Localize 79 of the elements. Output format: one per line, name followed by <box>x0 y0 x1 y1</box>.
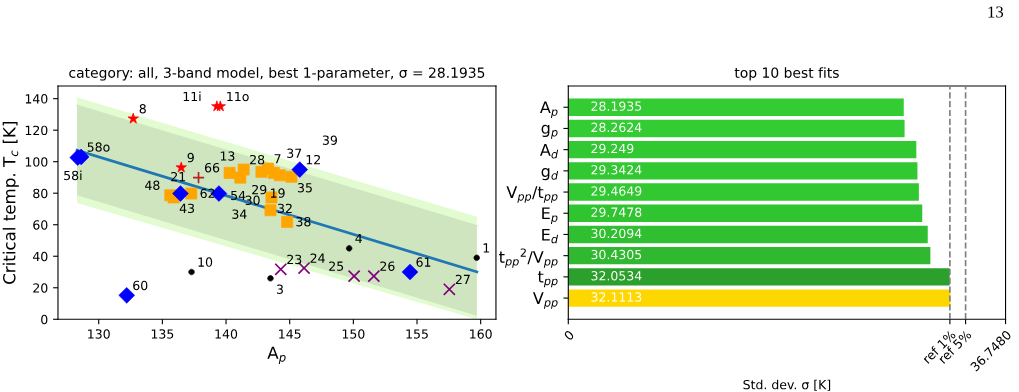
y-tick-label: t$_{pp}$ <box>537 271 558 288</box>
annotation: 19 <box>271 188 285 198</box>
annotation: 21 <box>171 171 186 182</box>
y-tick-label: A$_{d}$ <box>540 144 559 159</box>
y-tick-label: t$_{pp}$$^{2}$/V$_{pp}$ <box>499 248 558 268</box>
data-label: 28.1935 <box>591 101 642 111</box>
x-tick-label: 130 <box>88 329 110 339</box>
annotation: 58o <box>87 142 110 152</box>
y-tick-label: g$_{d}$ <box>541 167 559 181</box>
annotation: 12 <box>306 154 320 165</box>
x-tick-label: 155 <box>406 329 428 339</box>
y-tick-label: V$_{pp}$ <box>532 292 558 309</box>
annotation: 61 <box>416 257 431 267</box>
x-tick-label: 140 <box>215 329 238 339</box>
x-axis-title: Std. dev. σ [K] <box>743 379 831 391</box>
annotation: 10 <box>198 257 213 267</box>
y-tick-label: 100 <box>25 157 48 167</box>
annotation: 3 <box>276 284 283 294</box>
point <box>347 269 361 283</box>
annotation: 39 <box>322 135 337 145</box>
point <box>442 282 456 296</box>
y-tick-label: 0 <box>41 314 48 325</box>
data-label: 29.249 <box>591 143 634 154</box>
annotation: 43 <box>179 203 195 214</box>
y-tick-label: 20 <box>33 283 48 293</box>
annotation: 11o <box>227 91 249 102</box>
y-tick-label: 140 <box>25 94 48 104</box>
annotation: 13 <box>220 151 235 161</box>
x-tick-label: 145 <box>279 329 301 339</box>
annotation: 26 <box>380 261 395 271</box>
text: 13 <box>988 6 1004 18</box>
annotation: 7 <box>274 154 281 164</box>
data-label: 30.2094 <box>591 228 642 239</box>
annotation: 30 <box>245 195 260 206</box>
data-label: 30.4305 <box>591 249 642 260</box>
annotation: 1 <box>483 243 490 253</box>
y-tick-label: A$_{p}$ <box>540 101 558 119</box>
annotation: 9 <box>187 152 194 163</box>
y-tick-label: 40 <box>32 251 48 262</box>
annotation: 8 <box>139 104 146 114</box>
annotation: 66 <box>204 162 220 173</box>
data-label: 28.2624 <box>591 122 642 133</box>
y-tick-label: E$_{d}$ <box>542 228 559 244</box>
point <box>367 269 381 283</box>
x-axis-title: A$_{p}$ <box>267 346 286 364</box>
annotation: 58i <box>64 170 82 181</box>
y-tick-label: E$_{p}$ <box>542 207 558 225</box>
annotation: 27 <box>455 274 470 284</box>
annotation: 23 <box>287 254 302 265</box>
data-label: 32.1113 <box>591 292 642 302</box>
annotation: 29 <box>252 184 267 195</box>
x-tick-label: 160 <box>470 329 492 339</box>
annotation: 37 <box>287 148 302 158</box>
y-tick-label: g$_{p}$ <box>541 124 558 139</box>
annotation: 48 <box>145 180 160 191</box>
annotation: 24 <box>310 253 325 263</box>
y-tick-label: 120 <box>25 125 48 136</box>
point <box>192 171 205 184</box>
y-axis-title: Critical temp. T$_{c}$ [K] <box>2 122 19 284</box>
data-label: 32.0534 <box>591 271 642 281</box>
x-tick-label: 0 <box>563 329 575 341</box>
annotation: 34 <box>232 209 247 219</box>
annotation: 11i <box>183 91 201 101</box>
x-tick-label: 135 <box>151 329 174 339</box>
data-label: 29.7478 <box>591 207 642 217</box>
annotation: 28 <box>250 154 265 165</box>
y-tick-label: 60 <box>33 220 48 230</box>
annotation: 60 <box>133 280 148 291</box>
x-tick-label: 150 <box>342 329 365 339</box>
chart-title: category: all, 3-band model, best 1-parameter, σ = 28.1935 <box>69 67 485 81</box>
data-label: 29.4649 <box>591 186 642 196</box>
point <box>274 262 288 276</box>
data-label: 29.3424 <box>591 165 642 175</box>
y-tick-label: V$_{pp}$/t$_{pp}$ <box>506 186 558 203</box>
annotation: 35 <box>297 183 312 193</box>
chart-title: top 10 best fits <box>734 67 839 81</box>
y-tick-label: 80 <box>33 188 48 199</box>
annotation: 25 <box>329 261 344 271</box>
annotation: 32 <box>278 203 292 214</box>
